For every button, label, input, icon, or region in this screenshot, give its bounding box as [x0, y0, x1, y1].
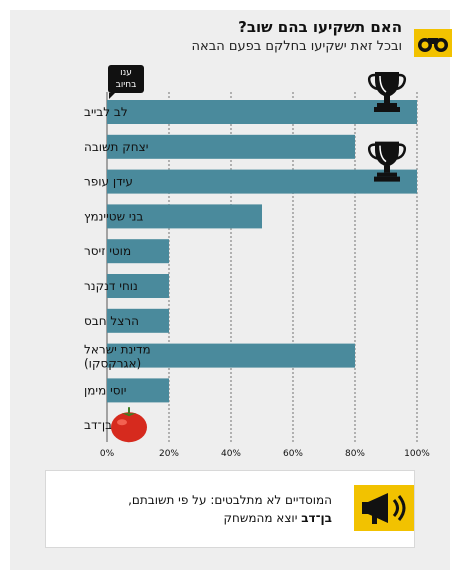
bar [107, 378, 169, 403]
x-tick-label: 100% [404, 449, 430, 459]
category-label: לב לבייב [84, 105, 128, 119]
category-label: נוחי דנקנר [84, 279, 138, 293]
bar [107, 343, 355, 368]
bar-chart: לב לבייב יצחק תשובה עידן עופר בני שטיינמץ מו… [84, 72, 430, 459]
legend-line-2: בן־דב יוצא מהמשחק [128, 509, 332, 527]
x-tick-label: 0% [100, 449, 115, 459]
bubble-line-2: בחיוב [115, 80, 137, 90]
chart-header: האם תשקיעו בהם שוב? ובכל זאת ישקיעו בחלק… [192, 18, 402, 55]
bar [107, 308, 169, 333]
category-label: עידן עופר [84, 175, 133, 189]
tomato-icon [111, 407, 147, 443]
category-label: מדינת ישראל (אגרקסקו) [84, 343, 151, 371]
trophy-icon [367, 141, 407, 182]
bar [107, 169, 417, 194]
x-tick-label: 40% [221, 449, 241, 459]
x-tick-label: 20% [159, 449, 179, 459]
category-label: יצחק תשובה [84, 140, 148, 154]
bar [107, 274, 169, 298]
legend-box: המוסדיים לא מתלבטים: על פי תשובתם, בן־דב… [45, 470, 415, 548]
legend-text: המוסדיים לא מתלבטים: על פי תשובתם, בן־דב… [128, 491, 332, 527]
category-label: הרצל חבס [84, 314, 139, 328]
legend-line-1: המוסדיים לא מתלבטים: על פי תשובתם, [128, 493, 332, 507]
category-label: בני שטיינמץ [84, 209, 143, 223]
megaphone-icon [354, 485, 414, 531]
category-label: מוטי זיסר [84, 244, 131, 258]
bar [107, 134, 355, 159]
x-tick-label: 60% [283, 449, 303, 459]
answered-yes-bubble: ענו בחיוב [108, 65, 144, 99]
bubble-line-1: ענו [120, 68, 132, 78]
bar [107, 100, 417, 124]
chart-subtitle: ובכל זאת ישקיעו בחלקם בפעם הבאה [191, 39, 402, 54]
chart-title: האם תשקיעו בהם שוב? [238, 18, 402, 36]
trophy-icon [367, 72, 407, 112]
category-label: יוסי מימן [84, 383, 127, 397]
legend-bold-name: בן־דב [301, 511, 332, 525]
bar [107, 239, 169, 264]
legend-line-2-rest: יוצא מהמשחק [223, 511, 302, 525]
bar [107, 204, 262, 229]
binoculars-icon [414, 29, 452, 57]
x-tick-label: 80% [345, 449, 365, 459]
